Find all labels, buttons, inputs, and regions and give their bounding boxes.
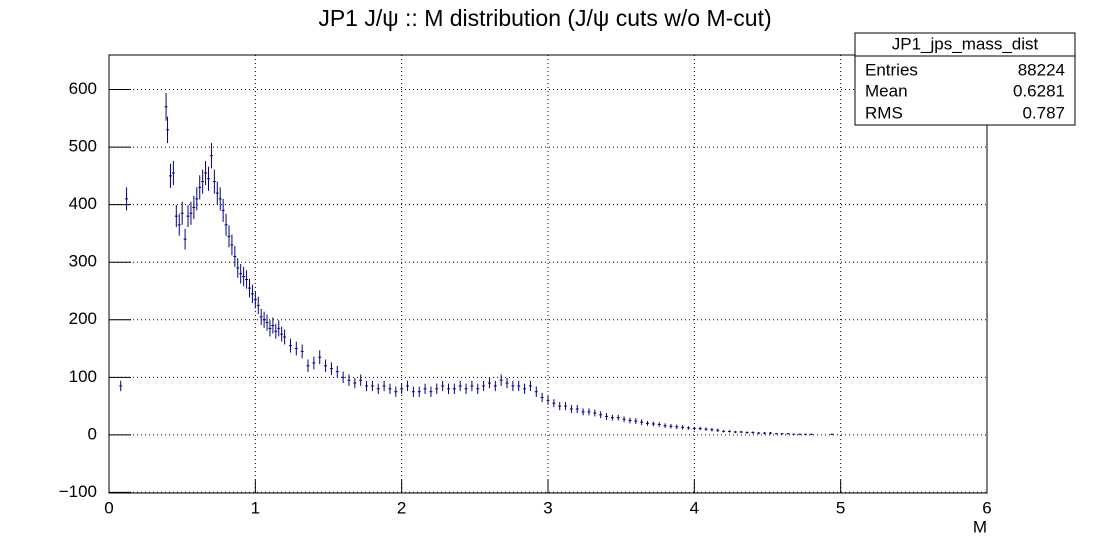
x-axis-label: M [973,517,987,536]
stats-label: RMS [865,103,903,122]
x-tick-label: 0 [104,498,113,517]
stats-box [854,32,1076,126]
x-tick-label: 3 [543,498,552,517]
stats-value: 88224 [1018,60,1065,79]
stats-value: 0.6281 [1013,81,1065,100]
y-tick-label: 300 [69,252,97,271]
stats-value: 0.787 [1022,103,1065,122]
chart-title: JP1 J/ψ :: M distribution (J/ψ cuts w/o … [318,5,771,31]
stats-title: JP1_jps_mass_dist [892,34,1039,53]
x-tick-label: 2 [397,498,406,517]
x-tick-label: 6 [982,498,991,517]
stats-label: Entries [865,60,918,79]
y-tick-label: 500 [69,137,97,156]
stats-label: Mean [865,81,908,100]
y-tick-label: 400 [69,194,97,213]
y-tick-label: 200 [69,309,97,328]
x-tick-label: 5 [836,498,845,517]
y-tick-label: 0 [88,424,97,443]
x-tick-label: 4 [690,498,699,517]
x-tick-label: 1 [251,498,260,517]
y-tick-label: 600 [69,79,97,98]
y-tick-label: −100 [59,482,97,501]
y-tick-label: 100 [69,367,97,386]
